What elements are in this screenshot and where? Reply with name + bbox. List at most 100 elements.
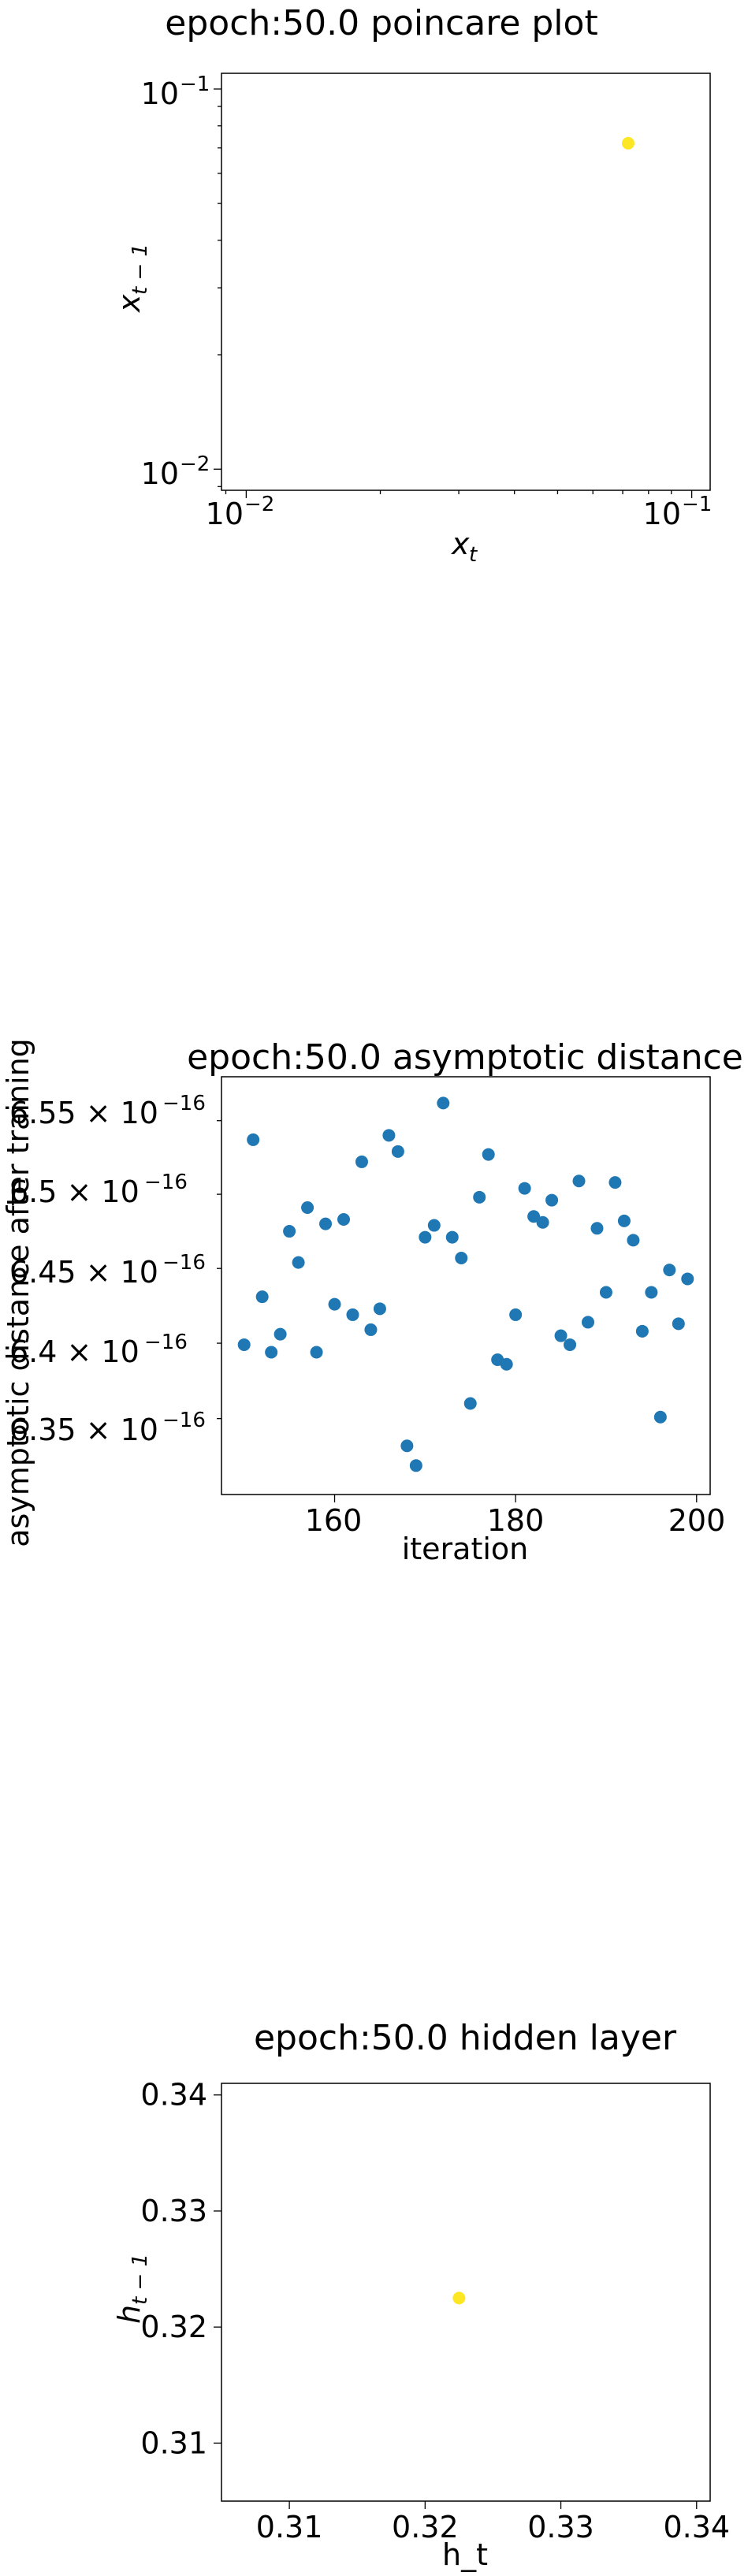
svg-text:10: 10 bbox=[643, 497, 681, 531]
data-point bbox=[445, 1230, 459, 1244]
svg-text:200: 200 bbox=[668, 1503, 726, 1538]
svg-text:−16: −16 bbox=[162, 1251, 206, 1275]
data-point bbox=[653, 1410, 667, 1424]
data-point bbox=[328, 1297, 341, 1311]
data-point bbox=[400, 1439, 414, 1453]
x-tick-label: 10 −2 bbox=[206, 493, 275, 531]
data-points bbox=[217, 1096, 698, 1502]
y-tick-label: 0.32 bbox=[140, 2310, 207, 2344]
chart-title: epoch:50.0 asymptotic distance bbox=[187, 1037, 743, 1078]
x-tick-label: 10 −1 bbox=[643, 493, 713, 531]
data-point bbox=[346, 1308, 359, 1321]
x-tick-label: 0.31 bbox=[256, 2510, 323, 2544]
svg-text:−1: −1 bbox=[682, 493, 712, 516]
svg-text:−2: −2 bbox=[180, 452, 210, 476]
data-point bbox=[319, 1217, 333, 1230]
data-point bbox=[355, 1155, 368, 1168]
data-point bbox=[536, 1215, 549, 1229]
data-point bbox=[419, 1230, 432, 1244]
svg-text:−16: −16 bbox=[162, 1092, 206, 1115]
y-axis-label: x t − 1 bbox=[112, 244, 152, 313]
svg-text:x: x bbox=[451, 527, 470, 561]
data-point bbox=[635, 1324, 649, 1338]
data-point bbox=[373, 1302, 386, 1316]
data-point bbox=[283, 1225, 296, 1238]
data-point bbox=[518, 1182, 531, 1195]
data-point bbox=[608, 1176, 622, 1189]
asymptotic-chart: epoch:50.0 asymptotic distance 160 180 2… bbox=[1, 1037, 743, 1566]
data-point bbox=[301, 1201, 314, 1214]
svg-text:160: 160 bbox=[305, 1503, 363, 1538]
svg-text:6.55 × 10: 6.55 × 10 bbox=[9, 1096, 158, 1130]
svg-text:10: 10 bbox=[141, 76, 179, 111]
data-point bbox=[500, 1357, 513, 1371]
chart-title: epoch:50.0 hidden layer bbox=[254, 2018, 677, 2058]
y-tick-label: 10 −1 bbox=[141, 73, 210, 111]
data-point bbox=[437, 1096, 450, 1110]
data-point bbox=[382, 1129, 396, 1142]
data-point bbox=[255, 1290, 269, 1304]
y-axis-label: asymptotic distance after training bbox=[1, 1038, 35, 1547]
data-point bbox=[681, 1272, 694, 1286]
data-point bbox=[452, 2291, 466, 2305]
data-point bbox=[463, 1397, 477, 1410]
svg-text:180: 180 bbox=[487, 1503, 545, 1538]
data-point bbox=[554, 1329, 568, 1342]
x-axis-label: h_t bbox=[442, 2537, 488, 2572]
x-tick-label: 180 bbox=[487, 1503, 545, 1538]
data-points bbox=[621, 136, 634, 150]
x-tick-label: 0.33 bbox=[527, 2510, 594, 2544]
data-point bbox=[247, 1133, 260, 1146]
y-tick-label: 6.4 × 10 −16 bbox=[9, 1331, 188, 1369]
y-ticks: 0.31 0.32 0.33 0.34 bbox=[140, 2078, 221, 2460]
data-point bbox=[455, 1251, 468, 1264]
x-tick-label: 0.34 bbox=[663, 2510, 730, 2544]
data-point bbox=[572, 1174, 586, 1188]
x-axis-label: iteration bbox=[402, 1532, 529, 1566]
data-point bbox=[310, 1346, 323, 1359]
poincare-chart: epoch:50.0 poincare plot 10 −2 10 −1 10 … bbox=[112, 3, 712, 567]
x-tick-label: 160 bbox=[305, 1503, 363, 1538]
plot-frame bbox=[221, 1076, 711, 1495]
data-point bbox=[427, 1219, 441, 1232]
svg-text:6.45 × 10: 6.45 × 10 bbox=[9, 1255, 158, 1290]
svg-text:t − 1: t − 1 bbox=[128, 244, 152, 295]
y-axis-label: h t − 1 bbox=[112, 2254, 152, 2324]
x-axis-label: x t bbox=[451, 527, 478, 567]
data-point bbox=[237, 1338, 251, 1351]
data-point bbox=[364, 1323, 378, 1336]
y-tick-label: 10 −2 bbox=[141, 452, 210, 491]
plot-frame bbox=[221, 2083, 711, 2502]
data-point bbox=[627, 1234, 640, 1247]
x-ticks: 0.31 0.32 0.33 0.34 bbox=[256, 2501, 730, 2544]
data-point bbox=[599, 1286, 612, 1299]
data-point bbox=[292, 1256, 305, 1269]
chart-title: epoch:50.0 poincare plot bbox=[165, 3, 597, 43]
data-point bbox=[482, 1148, 495, 1161]
data-point bbox=[645, 1286, 658, 1299]
y-tick-label: 0.31 bbox=[140, 2425, 207, 2460]
data-point bbox=[527, 1210, 541, 1223]
data-point bbox=[663, 1264, 676, 1277]
svg-text:h: h bbox=[112, 2305, 147, 2324]
data-point bbox=[582, 1316, 594, 1329]
data-point bbox=[564, 1338, 577, 1351]
svg-text:x: x bbox=[112, 294, 147, 313]
minor-ticks bbox=[214, 88, 693, 498]
data-point bbox=[590, 1222, 604, 1235]
data-point bbox=[337, 1213, 350, 1227]
y-tick-label: 6.35 × 10 −16 bbox=[9, 1409, 206, 1447]
svg-text:−2: −2 bbox=[244, 493, 274, 516]
data-points bbox=[452, 2291, 466, 2305]
svg-text:6.35 × 10: 6.35 × 10 bbox=[9, 1413, 158, 1447]
svg-text:−16: −16 bbox=[162, 1409, 206, 1432]
hidden-layer-chart: epoch:50.0 hidden layer 0.31 0.32 0.33 0.34… bbox=[112, 2018, 730, 2572]
data-point bbox=[409, 1459, 422, 1472]
svg-text:10: 10 bbox=[141, 456, 179, 491]
data-point bbox=[621, 136, 634, 150]
svg-text:−16: −16 bbox=[144, 1331, 188, 1354]
data-point bbox=[617, 1214, 631, 1227]
y-tick-label: 6.5 × 10 −16 bbox=[9, 1171, 188, 1209]
svg-text:t: t bbox=[469, 543, 478, 567]
x-tick-label: 200 bbox=[668, 1503, 726, 1538]
